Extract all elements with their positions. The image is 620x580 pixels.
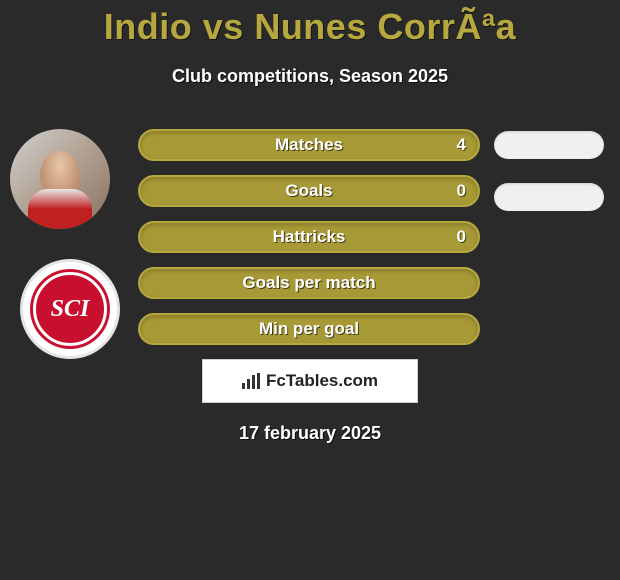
- right-pill: [494, 131, 604, 159]
- stat-label: Goals: [140, 181, 478, 201]
- stat-bar-goals-per-match: Goals per match: [138, 267, 480, 299]
- club-logo-text: SCI: [51, 297, 90, 321]
- club-logo-inner: SCI: [33, 272, 107, 346]
- stat-value-left: 4: [457, 135, 466, 155]
- stat-label: Hattricks: [140, 227, 478, 247]
- stat-bars: Matches 4 Goals 0 Hattricks 0 Goals per …: [138, 129, 480, 345]
- bar-chart-icon: [242, 373, 260, 389]
- right-value-pills: [494, 129, 604, 235]
- page-title: Indio vs Nunes CorrÃªa: [0, 0, 620, 48]
- stat-label: Min per goal: [140, 319, 478, 339]
- stat-value-left: 0: [457, 227, 466, 247]
- branding-text: FcTables.com: [266, 371, 378, 391]
- stat-bar-goals: Goals 0: [138, 175, 480, 207]
- left-player-avatar: [10, 129, 110, 229]
- stat-bar-matches: Matches 4: [138, 129, 480, 161]
- date-text: 17 february 2025: [0, 423, 620, 444]
- right-pill: [494, 183, 604, 211]
- stat-value-left: 0: [457, 181, 466, 201]
- stat-label: Goals per match: [140, 273, 478, 293]
- stat-label: Matches: [140, 135, 478, 155]
- stat-bar-hattricks: Hattricks 0: [138, 221, 480, 253]
- subtitle: Club competitions, Season 2025: [0, 66, 620, 87]
- stat-bar-min-per-goal: Min per goal: [138, 313, 480, 345]
- branding-badge: FcTables.com: [202, 359, 418, 403]
- content-area: SCI Matches 4 Goals 0 Hattricks 0 Goals …: [0, 129, 620, 345]
- left-player-club-logo: SCI: [20, 259, 120, 359]
